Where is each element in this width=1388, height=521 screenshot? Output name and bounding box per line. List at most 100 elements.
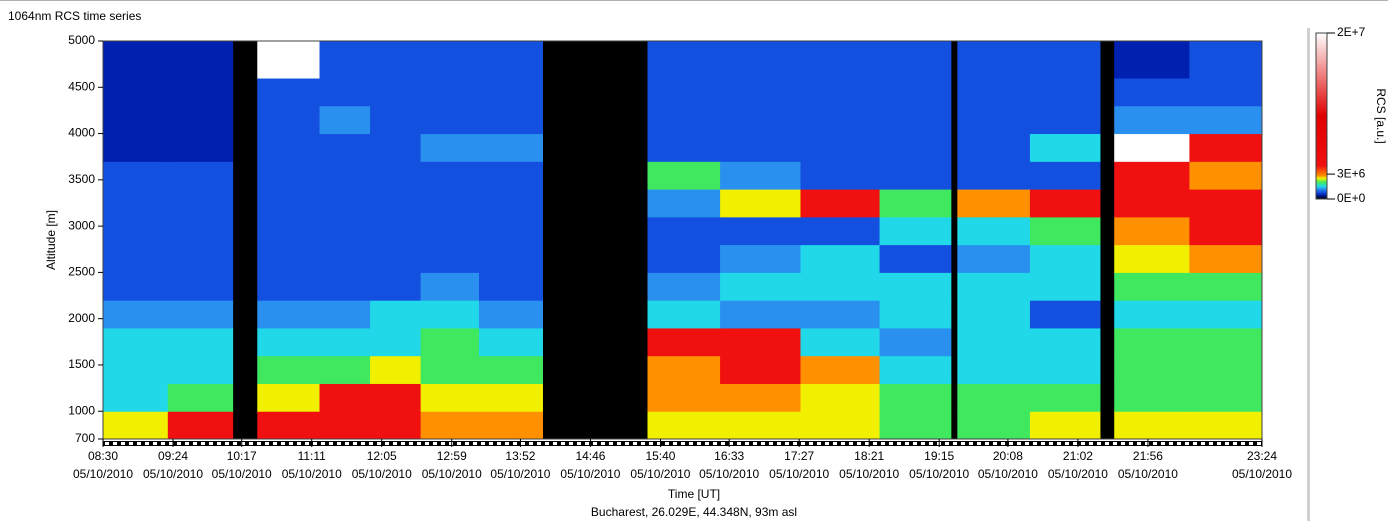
y-tick-label: 2500 (68, 265, 95, 279)
heatmap-cell (1030, 328, 1101, 356)
heatmap-cell (1189, 328, 1262, 356)
x-axis-label: Time [UT] (668, 487, 720, 501)
heatmap-cell (957, 272, 1030, 300)
heatmap-cell (957, 411, 1030, 439)
heatmap-cell (1030, 161, 1101, 189)
x-minor-gap (105, 442, 109, 445)
heatmap-cell (421, 383, 480, 411)
x-minor-gap (585, 442, 589, 445)
heatmap-cell (800, 245, 880, 273)
heatmap-cell (1189, 356, 1262, 384)
heatmap-cell (1114, 161, 1190, 189)
x-minor-gap (617, 442, 621, 445)
x-minor-gap (1065, 442, 1069, 445)
x-minor-gap (145, 442, 149, 445)
x-minor-gap (233, 442, 237, 445)
heatmap-cell (320, 411, 371, 439)
x-minor-gap (1105, 442, 1109, 445)
heatmap-cell (957, 134, 1030, 162)
heatmap-cell (370, 356, 421, 384)
x-minor-gap (225, 442, 229, 445)
x-minor-gap (1161, 442, 1165, 445)
x-minor-gap (1017, 442, 1021, 445)
heatmap-cell (957, 161, 1030, 189)
x-minor-gap (305, 442, 309, 445)
x-minor-gap (881, 442, 885, 445)
heatmap-cell (880, 161, 952, 189)
x-minor-gap (313, 442, 317, 445)
heatmap-cell (1030, 383, 1101, 411)
heatmap-cell (1114, 134, 1190, 162)
heatmap-cell (720, 106, 801, 134)
heatmap-cell (800, 161, 880, 189)
x-minor-gap (433, 442, 437, 445)
heatmap-cell (647, 300, 720, 328)
x-minor-gap (401, 442, 405, 445)
x-minor-gap (761, 442, 765, 445)
x-minor-gap (681, 442, 685, 445)
heatmap-cell (168, 383, 233, 411)
heatmap-cell (720, 411, 801, 439)
x-minor-gap (1009, 442, 1013, 445)
x-minor-gap (441, 442, 445, 445)
heatmap-cell (257, 78, 320, 106)
heatmap-cell (800, 134, 880, 162)
x-minor-gap (577, 442, 581, 445)
heatmap-cell (720, 328, 801, 356)
heatmap-cell (880, 356, 952, 384)
heatmap-cell (421, 189, 480, 217)
heatmap-cell (1189, 78, 1262, 106)
heatmap-cell (647, 383, 720, 411)
heatmap-cell (257, 411, 320, 439)
heatmap-cell (421, 41, 480, 79)
heatmap-cell (1030, 78, 1101, 106)
heatmap-cell (647, 78, 720, 106)
x-minor-gap (913, 442, 917, 445)
heatmap-cell (720, 300, 801, 328)
heatmap-cell (1030, 134, 1101, 162)
heatmap-cell (479, 356, 543, 384)
heatmap-cell (957, 356, 1030, 384)
heatmap-cell (957, 300, 1030, 328)
x-minor-gap (721, 442, 725, 445)
heatmap-cell (1114, 189, 1190, 217)
x-minor-gap (361, 442, 365, 445)
x-minor-gap (1081, 442, 1085, 445)
heatmap-cell (720, 356, 801, 384)
heatmap-cell (168, 78, 233, 106)
x-minor-gap (705, 442, 709, 445)
y-tick-label: 700 (75, 431, 95, 445)
heatmap-cell (800, 272, 880, 300)
x-minor-gap (465, 442, 469, 445)
heatmap-cell (320, 78, 371, 106)
heatmap-cell (370, 189, 421, 217)
x-minor-gap (201, 442, 205, 445)
x-minor-gap (1097, 442, 1101, 445)
heatmap-cell (257, 161, 320, 189)
heatmap-cell (1189, 41, 1262, 79)
heatmap-cell (479, 328, 543, 356)
heatmap-cell (880, 41, 952, 79)
heatmap-cell (647, 189, 720, 217)
heatmap-cell (257, 217, 320, 245)
heatmap-cell (1114, 245, 1190, 273)
x-minor-gap (321, 442, 325, 445)
heatmap-cell (800, 106, 880, 134)
heatmap-cell (479, 217, 543, 245)
x-minor-gap (985, 442, 989, 445)
heatmap-cell (421, 300, 480, 328)
x-minor-gap (561, 442, 565, 445)
x-minor-gap (593, 442, 597, 445)
heatmap-cell (1030, 300, 1101, 328)
x-minor-gap (553, 442, 557, 445)
x-minor-gap (1201, 442, 1205, 445)
x-minor-gap (1025, 442, 1029, 445)
x-minor-gap (569, 442, 573, 445)
x-minor-gap (625, 442, 629, 445)
x-minor-gap (193, 442, 197, 445)
x-minor-gap (1137, 442, 1141, 445)
y-tick-label: 2000 (68, 311, 95, 325)
heatmap-cell (103, 272, 168, 300)
heatmap-cell (320, 356, 371, 384)
heatmap-cell (647, 411, 720, 439)
